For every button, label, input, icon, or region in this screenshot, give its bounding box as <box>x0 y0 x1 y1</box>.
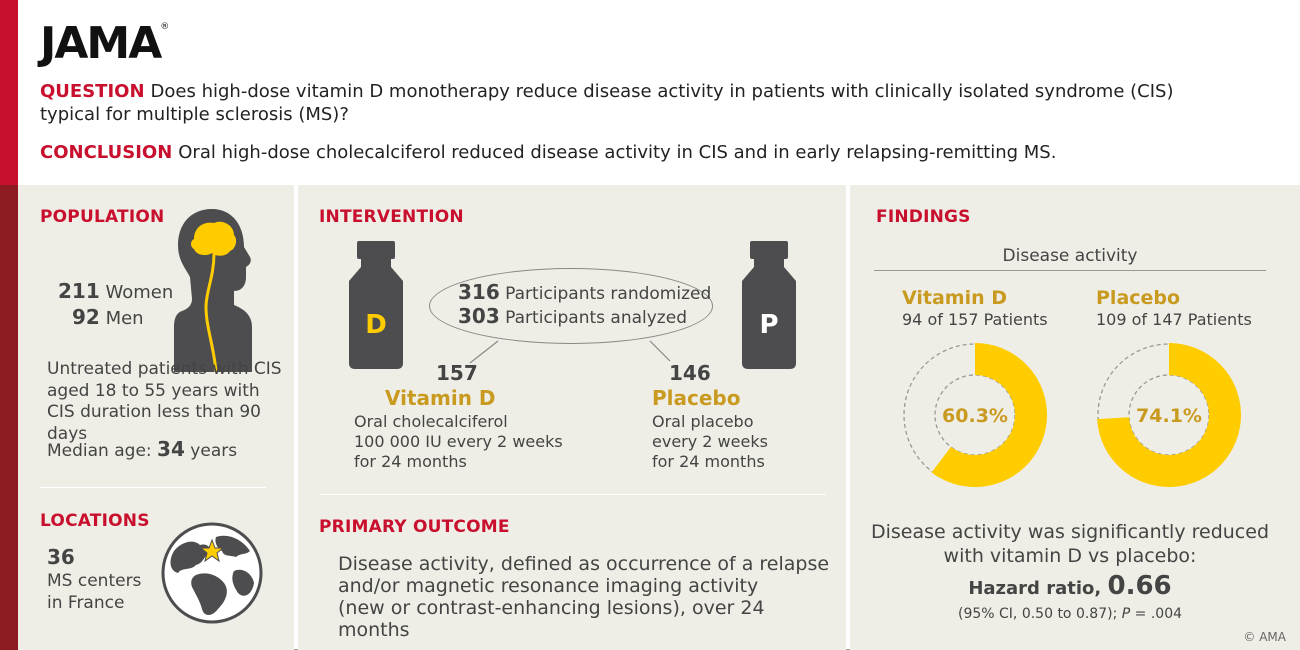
findings-title: FINDINGS <box>876 207 971 227</box>
section-divider <box>40 487 266 488</box>
bottle-p-letter: P <box>759 310 778 340</box>
bottle-d-letter: D <box>365 310 387 340</box>
question-label: QUESTION <box>40 81 145 102</box>
series-name-placebo: Placebo <box>1096 287 1181 309</box>
median-age: Median age: 34 years <box>47 437 238 461</box>
series-name-vitamin-d: Vitamin D <box>902 287 1008 309</box>
section-divider <box>320 494 826 495</box>
donut-chart-vitamin-d: 60.3% <box>903 343 1047 487</box>
placebo-arm-description: Oral placebo every 2 weeks for 24 months <box>652 412 768 471</box>
conclusion: CONCLUSION Oral high-dose cholecalciferol… <box>40 141 1240 164</box>
jama-logo: JAMA® <box>40 18 170 69</box>
population-description: Untreated patients with CIS aged 18 to 5… <box>47 359 282 444</box>
donut-chart-placebo: 74.1% <box>1097 343 1241 487</box>
vitamin-d-arm-description: Oral cholecalciferol 100 000 IU every 2 … <box>354 412 563 471</box>
randomized-count: 316 Participants randomized <box>458 280 712 304</box>
chart-title: Disease activity <box>1002 246 1138 266</box>
header: JAMA® QUESTION Does high-dose vitamin D m… <box>18 0 1300 185</box>
series-count-placebo: 109 of 147 Patients <box>1096 310 1252 329</box>
population-panel: POPULATION 211 Women 92 Men Untreated pa… <box>18 185 294 650</box>
locations-description: MS centers in France <box>47 571 142 613</box>
intervention-title: INTERVENTION <box>319 207 464 227</box>
accent-bar-bottom <box>0 185 18 650</box>
vitamin-d-n: 157 <box>436 361 478 385</box>
donut-label-vitamin-d: 60.3% <box>942 405 1008 427</box>
intervention-panel: INTERVENTION D P 316 Participants random… <box>298 185 846 650</box>
donut-label-placebo: 74.1% <box>1136 405 1202 427</box>
confidence-interval: (95% CI, 0.50 to 0.87); P = .004 <box>957 606 1183 622</box>
locations-title: LOCATIONS <box>40 511 150 531</box>
globe-icon <box>161 522 263 624</box>
head-brain-icon <box>174 209 252 372</box>
series-count-vitamin-d: 94 of 157 Patients <box>902 310 1048 329</box>
hazard-ratio: Hazard ratio, 0.66 <box>968 571 1172 601</box>
donut-segment-placebo <box>1097 343 1241 487</box>
primary-outcome-title: PRIMARY OUTCOME <box>319 517 510 537</box>
question: QUESTION Does high-dose vitamin D monothe… <box>40 80 1190 126</box>
analyzed-count: 303 Participants analyzed <box>458 304 687 328</box>
conclusion-text: Oral high-dose cholecalciferol reduced d… <box>178 142 1057 163</box>
placebo-bottle-icon: P <box>742 241 796 369</box>
population-title: POPULATION <box>40 207 165 227</box>
findings-summary-line1: Disease activity was significantly reduc… <box>870 521 1270 543</box>
vitamin-d-bottle-icon: D <box>349 241 403 369</box>
placebo-n: 146 <box>669 361 711 385</box>
copyright: © AMA <box>1243 630 1286 644</box>
chart-title-rule <box>874 270 1266 271</box>
vitamin-d-arm-name: Vitamin D <box>385 386 496 410</box>
placebo-arm-name: Placebo <box>652 386 741 410</box>
randomization-oval <box>429 268 713 344</box>
findings-summary-line2: with vitamin D vs placebo: <box>943 545 1197 567</box>
donut-segment-vitamin-d <box>931 343 1047 487</box>
allocation-lines <box>469 340 671 364</box>
conclusion-label: CONCLUSION <box>40 142 173 163</box>
locations-count: 36 <box>47 545 75 569</box>
accent-bar-top <box>0 0 18 185</box>
primary-outcome-description: Disease activity, defined as occurrence … <box>338 553 830 641</box>
population-women: 211 Women <box>58 279 174 303</box>
question-text: Does high-dose vitamin D monotherapy red… <box>40 81 1174 125</box>
findings-panel: FINDINGS Disease activity Vitamin D 94 o… <box>850 185 1300 650</box>
population-men: 92 Men <box>72 305 144 329</box>
